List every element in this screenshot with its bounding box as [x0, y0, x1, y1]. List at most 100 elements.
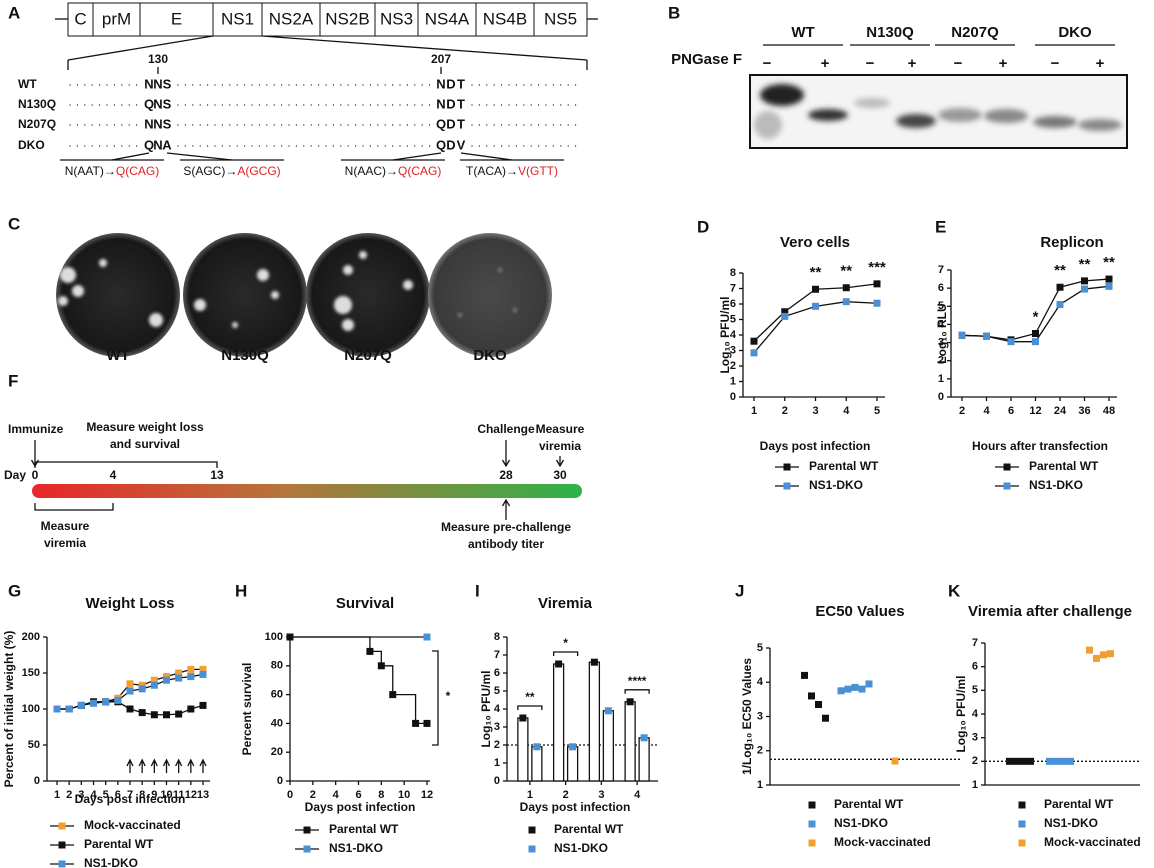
point: [1053, 757, 1060, 765]
point: [837, 687, 845, 695]
marker: [138, 681, 146, 689]
residue: N: [153, 96, 162, 111]
residue: T: [457, 96, 465, 111]
x-tick-label: 48: [1103, 405, 1115, 417]
indicator-arrow-head: [162, 758, 171, 767]
lane-label: DKO: [1058, 24, 1092, 41]
marker: [90, 699, 97, 707]
marker: [187, 705, 195, 713]
y-tick-label: 3: [730, 344, 736, 356]
y-tick-label: 5: [938, 300, 944, 312]
marker: [842, 298, 850, 306]
bar-point: [533, 743, 541, 751]
y-tick-label: 5: [757, 642, 763, 654]
x-tick-label: 6: [1008, 405, 1014, 417]
residue: N: [153, 137, 162, 152]
treatment-sign: −: [954, 55, 963, 72]
indicator-arrow-head: [187, 758, 195, 767]
y-tick-label: 8: [730, 267, 736, 279]
bar: [588, 661, 601, 782]
point: [851, 683, 859, 691]
plaque: [403, 280, 413, 290]
residue: Q: [436, 116, 446, 131]
marker: [175, 669, 183, 677]
plaque: [271, 291, 279, 299]
y-tick-label: 4: [730, 329, 737, 341]
timeline-label: viremia: [44, 536, 86, 550]
site-position: 130: [148, 52, 168, 66]
y-tick-label: 80: [271, 660, 283, 672]
x-tick-label: 4: [90, 789, 97, 801]
plaque: [359, 251, 367, 259]
y-tick-label: 150: [22, 667, 40, 679]
chart-title: EC50 Values: [815, 603, 904, 620]
bar-point: [590, 658, 598, 666]
timeline-label: viremia: [539, 439, 581, 453]
timeline-bracket: [34, 503, 114, 511]
lane-label: N207Q: [951, 24, 999, 41]
marker: [286, 633, 294, 641]
point: [1013, 757, 1020, 765]
marker: [150, 676, 158, 684]
x-tick-label: 24: [1054, 405, 1067, 417]
y-tick-label: 4: [938, 318, 945, 330]
x-axis-label: Days post infection: [520, 800, 631, 814]
plaque: [72, 285, 84, 297]
y-tick-label: 0: [34, 775, 40, 787]
x-tick-label: 3: [812, 405, 818, 417]
marker: [199, 701, 207, 709]
note-connector: [166, 152, 233, 161]
marker: [750, 337, 758, 345]
timeline-label: Measure pre-challenge: [441, 520, 571, 534]
timeline-label: Measure weight loss: [86, 420, 204, 434]
panel-letter: B: [668, 3, 680, 22]
marker: [423, 633, 431, 641]
marker: [163, 673, 170, 681]
panel-letter: I: [475, 581, 480, 600]
x-tick-label: 1: [54, 789, 60, 801]
y-tick-label: 40: [271, 717, 283, 729]
legend-label: NS1-DKO: [1029, 478, 1083, 492]
day-label: Day: [4, 468, 26, 482]
gel-band: [760, 84, 804, 106]
y-tick-label: 2: [938, 355, 944, 367]
note-from: N(AAT)→: [65, 164, 116, 178]
note-to: Q(CAG): [116, 164, 159, 178]
panel-letter: K: [948, 581, 961, 600]
point: [865, 680, 873, 688]
treatment-label: PNGase F: [671, 51, 742, 68]
residue: S: [163, 96, 172, 111]
legend-label: Parental WT: [84, 837, 154, 851]
marker: [65, 705, 73, 713]
significance: ***: [868, 259, 886, 276]
marker: [842, 284, 850, 292]
y-tick-label: 4: [494, 703, 501, 715]
significance: ****: [628, 674, 647, 688]
y-tick-label: 5: [494, 685, 500, 697]
bar: [566, 746, 579, 782]
row-label: DKO: [18, 138, 45, 152]
plaque: [458, 313, 462, 317]
note-to: Q(CAG): [398, 164, 441, 178]
x-axis-label: Days post infection: [305, 800, 416, 814]
plaque: [60, 267, 76, 283]
residue: D: [446, 116, 455, 131]
y-tick-label: 100: [265, 631, 283, 643]
y-tick-label: 0: [938, 391, 944, 403]
x-tick-label: 13: [197, 789, 209, 801]
treatment-sign: −: [866, 55, 875, 72]
plaque: [334, 296, 352, 314]
plaque: [257, 269, 269, 281]
panel-letter: A: [8, 3, 20, 22]
note-to: A(GCG): [237, 164, 280, 178]
y-tick-label: 7: [494, 649, 500, 661]
x-tick-label: 12: [185, 789, 197, 801]
plate-label: N130Q: [221, 347, 269, 364]
point: [801, 671, 808, 679]
legend-label: Parental WT: [834, 797, 904, 811]
legend-label: NS1-DKO: [1044, 816, 1098, 830]
chart-title: Vero cells: [780, 234, 850, 251]
marker: [53, 705, 61, 713]
y-axis-label: Log₁₀ PFU/ml: [954, 675, 968, 752]
treatment-sign: −: [763, 55, 772, 72]
